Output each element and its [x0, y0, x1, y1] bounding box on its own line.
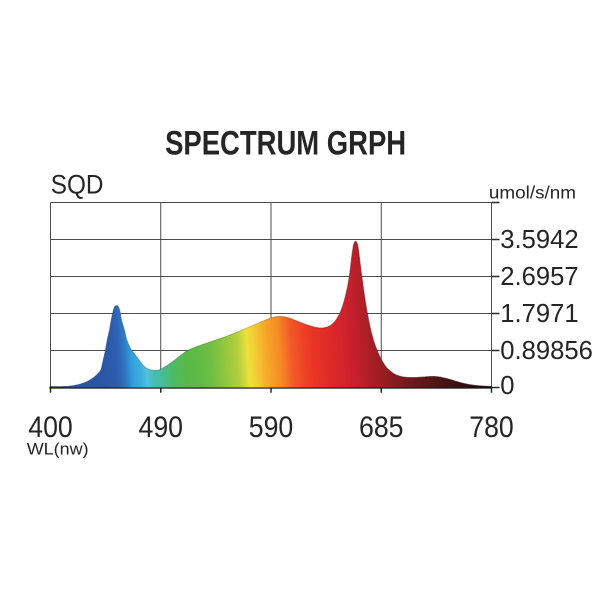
svg-text:685: 685	[359, 411, 404, 444]
svg-text:2.6957: 2.6957	[500, 263, 578, 291]
svg-text:0: 0	[500, 372, 514, 400]
svg-text:490: 490	[138, 411, 183, 444]
svg-text:SPECTRUM GRPH: SPECTRUM GRPH	[165, 123, 406, 162]
svg-text:3.5942: 3.5942	[500, 226, 578, 254]
svg-text:780: 780	[469, 411, 514, 444]
svg-text:590: 590	[249, 411, 294, 444]
svg-text:0.89856: 0.89856	[500, 337, 593, 365]
svg-text:umol/s/nm: umol/s/nm	[489, 182, 576, 202]
svg-text:SQD: SQD	[51, 170, 104, 199]
svg-text:1.7971: 1.7971	[500, 300, 578, 328]
svg-text:400: 400	[28, 411, 73, 444]
svg-text:WL(nw): WL(nw)	[27, 439, 89, 458]
